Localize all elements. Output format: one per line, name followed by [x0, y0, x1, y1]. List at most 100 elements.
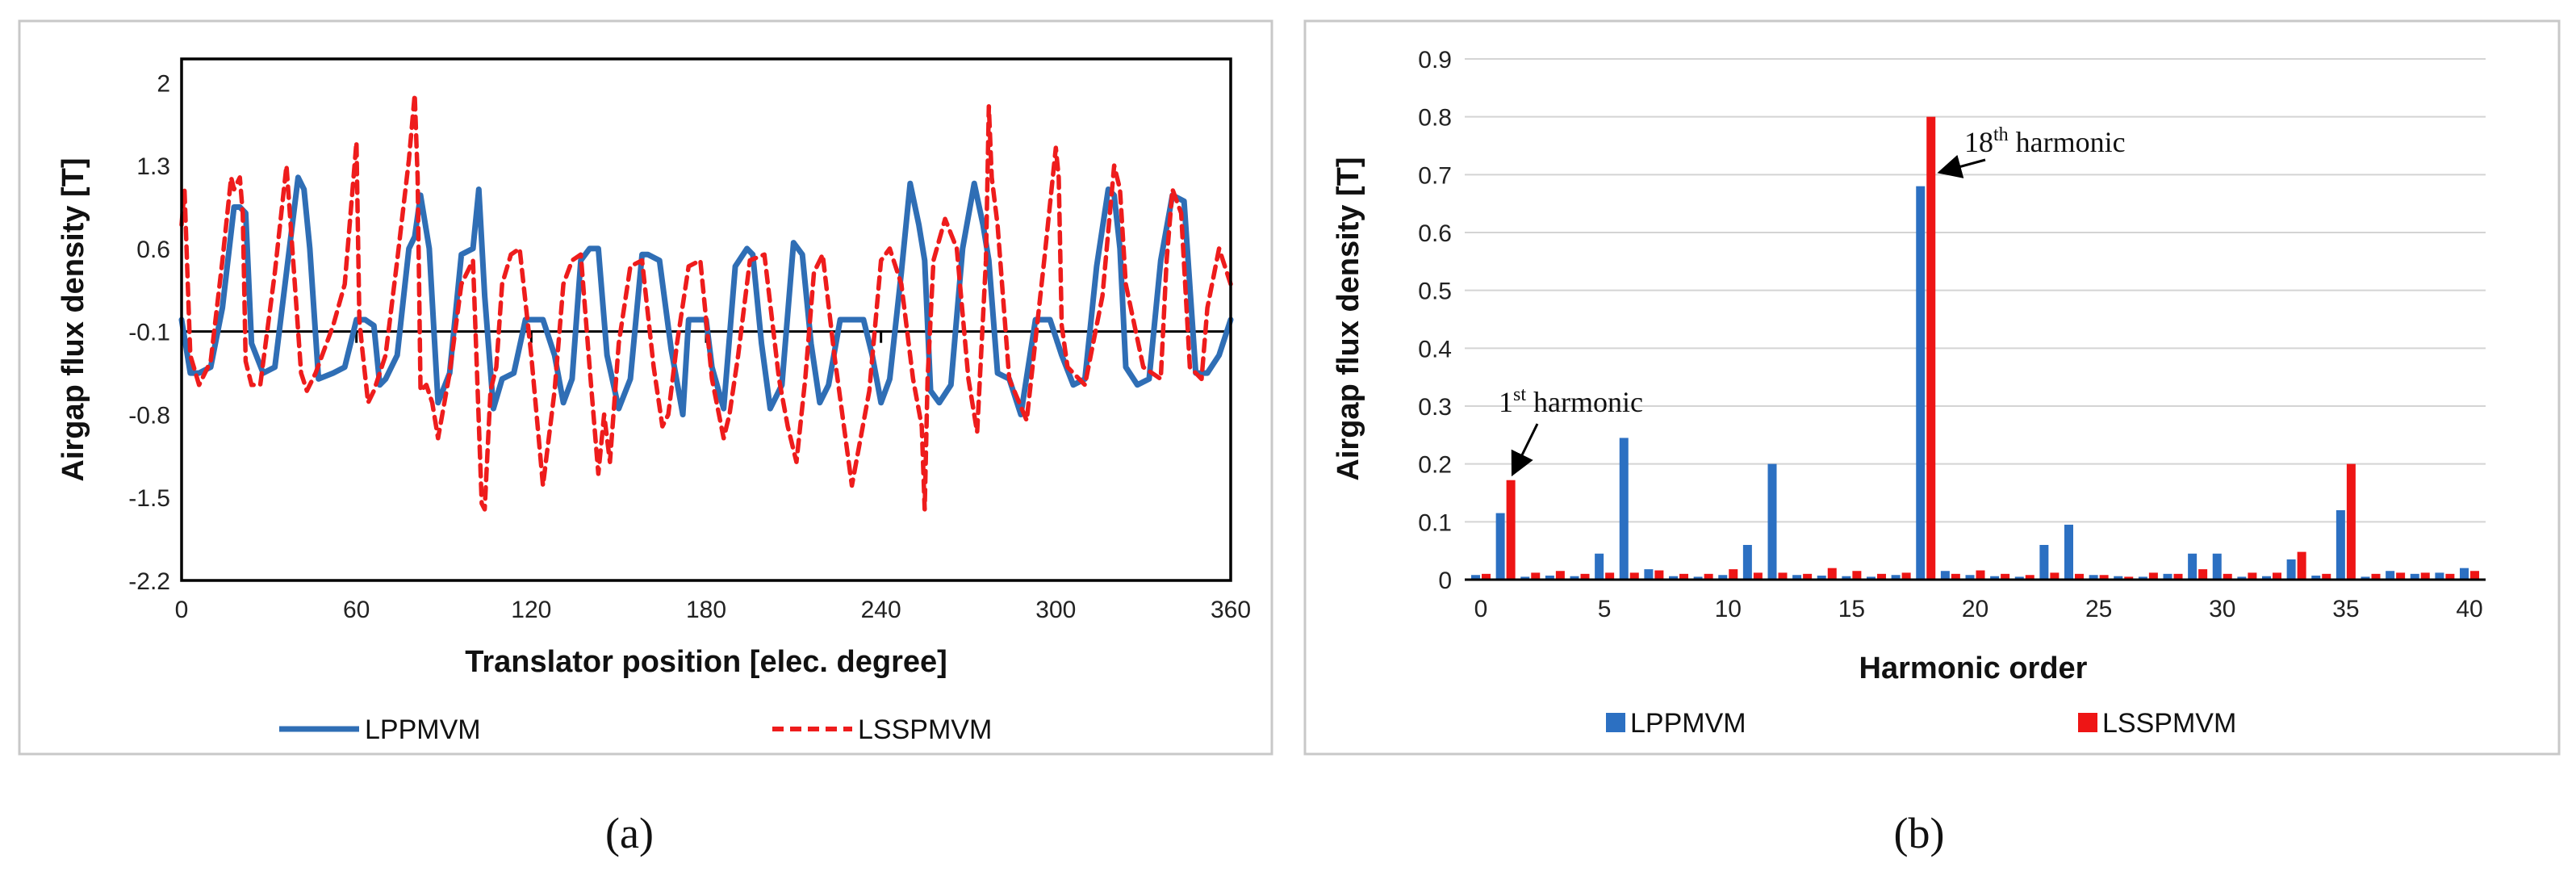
bar-lppmvm-h40 — [2460, 568, 2469, 580]
bar-lppmvm-h34 — [2311, 575, 2321, 580]
bar-lppmvm-h22 — [2014, 576, 2024, 580]
panel-b-y-tick-label: 0 — [1438, 568, 1452, 594]
bar-lsspmvm-h34 — [2322, 573, 2331, 580]
bar-lppmvm-h38 — [2410, 573, 2419, 580]
bar-lppmvm-h33 — [2286, 559, 2296, 580]
bar-lsspmvm-h13 — [1803, 573, 1813, 580]
legend-label-lsspmvm: LSSPMVM — [858, 714, 992, 745]
panel-a-x-tick-label: 120 — [511, 597, 551, 623]
panel-b-x-axis-label: Harmonic order — [1859, 651, 2088, 685]
legend-label-lppmvm: LPPMVM — [365, 714, 481, 745]
panel-b-y-tick-label: 0.1 — [1418, 509, 1452, 536]
bar-lppmvm-h25 — [2089, 575, 2098, 580]
panel-a-y-tick-label: 2 — [157, 70, 170, 97]
panel-a-y-tick-label: 1.3 — [136, 153, 170, 180]
panel-b-x-tick-label: 30 — [2209, 596, 2235, 622]
bar-lppmvm-h3 — [1545, 575, 1554, 580]
bar-lsspmvm-h36 — [2371, 573, 2381, 580]
bar-lppmvm-h20 — [1965, 575, 1975, 580]
panel-a-y-tick-label: -1.5 — [128, 485, 170, 512]
bar-lppmvm-h21 — [1990, 576, 2000, 580]
panel-a-legend: LPPMVM LSSPMVM — [279, 714, 992, 745]
bar-lsspmvm-h10 — [1729, 569, 1738, 580]
panel-a-y-tick-label: 0.6 — [136, 237, 170, 263]
annotation-1st-arrow — [1511, 423, 1539, 477]
bar-lsspmvm-h8 — [1679, 573, 1688, 580]
bar-lsspmvm-h3 — [1555, 571, 1565, 580]
panel-b-caption: (b) — [1894, 809, 1945, 857]
panel-a-caption: (a) — [605, 809, 654, 857]
panel-b-x-tick-label: 5 — [1598, 596, 1612, 622]
panel-b-annotations: 1st harmonic 18th harmonic — [1499, 124, 2126, 477]
bar-lppmvm-h4 — [1570, 576, 1579, 580]
bar-lppmvm-h7 — [1644, 569, 1654, 580]
bar-lppmvm-h19 — [1940, 571, 1950, 580]
panel-a-x-tick-label: 180 — [686, 597, 726, 623]
bar-lsspmvm-h24 — [2075, 573, 2084, 580]
panel-b-grid — [1465, 58, 2486, 523]
bar-lppmvm-h12 — [1767, 463, 1777, 580]
bar-lppmvm-h8 — [1669, 576, 1678, 580]
panel-a-x-tick-label: 300 — [1035, 597, 1076, 623]
legend-swatch-lsspmvm-bar — [2078, 713, 2097, 732]
panel-b-y-tick-label: 0.6 — [1418, 220, 1452, 247]
legend-label-lsspmvm-bar: LSSPMVM — [2102, 708, 2236, 739]
panel-a-frame — [18, 19, 1273, 756]
bar-lsspmvm-h27 — [2148, 572, 2158, 580]
bar-lppmvm-h10 — [1718, 575, 1728, 580]
panel-b-x-tick-label: 10 — [1715, 596, 1742, 622]
bar-lsspmvm-h19 — [1951, 573, 1960, 580]
bar-lsspmvm-h38 — [2420, 572, 2430, 580]
panel-a-y-tick-label: -0.1 — [128, 320, 170, 346]
bar-lsspmvm-h15 — [1852, 571, 1862, 580]
bar-lppmvm-h23 — [2039, 545, 2049, 580]
bar-lppmvm-h1 — [1495, 513, 1505, 580]
panel-a-y-tick-label: -2.2 — [128, 568, 170, 595]
bar-lsspmvm-h12 — [1778, 572, 1788, 580]
bar-lppmvm-h37 — [2386, 571, 2395, 580]
bar-lsspmvm-h30 — [2223, 573, 2232, 580]
bar-lsspmvm-h29 — [2198, 569, 2208, 580]
bar-lppmvm-h39 — [2435, 572, 2444, 580]
bar-lsspmvm-h4 — [1580, 573, 1590, 580]
bar-lppmvm-h6 — [1619, 438, 1629, 580]
panel-a-x-tick-label: 240 — [861, 597, 901, 623]
panel-b-x-tick-label: 15 — [1838, 596, 1865, 622]
bar-lsspmvm-h33 — [2297, 551, 2306, 580]
panel-a-x-tick-label: 360 — [1211, 597, 1251, 623]
panel-b-x-tick-label: 35 — [2332, 596, 2359, 622]
bar-lppmvm-h16 — [1867, 576, 1876, 580]
panel-b-x-tick-label: 40 — [2456, 596, 2482, 622]
panel-a-x-tick-label: 0 — [175, 597, 189, 623]
bar-lppmvm-h15 — [1842, 576, 1851, 580]
bar-lppmvm-h24 — [2064, 524, 2073, 580]
bar-lppmvm-h30 — [2212, 553, 2222, 580]
bar-lsspmvm-h20 — [1976, 570, 1985, 580]
bar-lsspmvm-h22 — [2025, 575, 2034, 580]
bar-lsspmvm-h2 — [1531, 572, 1541, 580]
panel-b-y-axis-label: Airgap flux density [T] — [1332, 157, 1365, 480]
panel-b-tick-labels: 0 0.1 0.2 0.3 0.4 0.5 0.6 0.7 0.8 0.9 0 5 10 15 20 25 30… — [1418, 47, 2482, 622]
panel-b-y-tick-label: 0.2 — [1418, 452, 1452, 479]
panel-b-y-tick-label: 0.4 — [1418, 336, 1452, 362]
bar-lsspmvm-h18 — [1926, 116, 1936, 580]
bar-lsspmvm-h31 — [2248, 572, 2257, 580]
panel-a-tick-labels: 2 1.3 0.6 -0.1 -0.8 -1.5 -2.20 60 120 180 240 300 36… — [128, 70, 1251, 623]
bar-lppmvm-h35 — [2336, 510, 2345, 580]
bar-lsspmvm-h1 — [1506, 480, 1516, 580]
bar-lsspmvm-h21 — [2001, 573, 2010, 580]
legend-swatch-lppmvm-bar — [1606, 713, 1625, 732]
bar-lppmvm-h32 — [2262, 576, 2271, 580]
bar-lsspmvm-h16 — [1877, 573, 1886, 580]
bar-lppmvm-h17 — [1891, 575, 1901, 580]
legend-label-lppmvm-bar: LPPMVM — [1630, 708, 1746, 739]
bar-lppmvm-h0 — [1471, 575, 1480, 580]
panel-a-series — [178, 92, 1234, 512]
annotation-18th-arrow — [1937, 154, 1986, 178]
bar-lsspmvm-h32 — [2273, 572, 2281, 580]
panel-b-y-tick-label: 0.3 — [1418, 394, 1452, 421]
panel-b-y-tick-label: 0.5 — [1418, 279, 1452, 305]
annotation-1st-harmonic: 1st harmonic — [1499, 384, 1643, 418]
bar-lppmvm-h9 — [1693, 576, 1703, 580]
series-line-lsspmvm — [179, 92, 1233, 512]
